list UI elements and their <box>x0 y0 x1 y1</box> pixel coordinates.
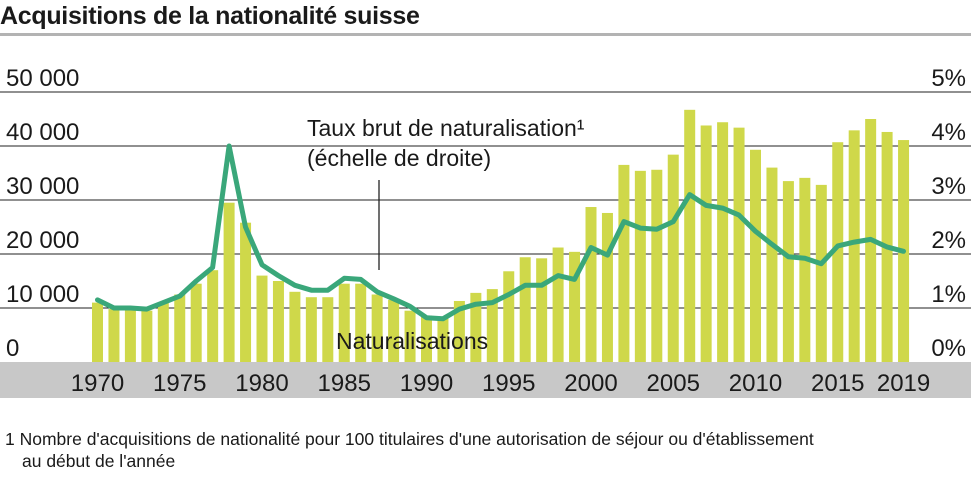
x-axis-band <box>0 362 971 398</box>
y-right-tick-label: 1% <box>931 281 966 308</box>
footnote: 1 Nombre d'acquisitions de nationalité p… <box>5 428 965 472</box>
x-tick-label: 1990 <box>400 370 453 397</box>
bar <box>470 292 482 362</box>
bar <box>240 222 252 362</box>
rate-line <box>95 143 906 322</box>
bar <box>667 154 679 362</box>
bar <box>536 258 548 362</box>
x-tick-label: 1975 <box>153 370 206 397</box>
bar <box>289 291 301 362</box>
bar <box>157 302 169 362</box>
series-label-rate: Taux brut de naturalisation¹ <box>307 115 585 141</box>
bar <box>717 122 729 363</box>
bar <box>766 167 778 362</box>
bar <box>601 212 613 362</box>
x-tick-label: 2005 <box>647 370 700 397</box>
bar <box>272 281 284 362</box>
bar <box>371 294 383 362</box>
bar <box>585 207 597 362</box>
bar <box>256 275 268 362</box>
bar <box>552 247 564 362</box>
bar <box>421 315 432 362</box>
y-left-tick-label: 50 000 <box>6 65 79 92</box>
x-tick-label: 2010 <box>729 370 782 397</box>
bar <box>92 302 103 362</box>
bar <box>174 294 186 362</box>
series-label-bars: Naturalisations <box>336 328 488 354</box>
y-left-tick-label: 40 000 <box>6 119 79 146</box>
bar <box>141 310 153 362</box>
bar <box>355 283 367 362</box>
bar <box>437 316 449 362</box>
series-label-rate-note: (échelle de droite) <box>307 145 491 171</box>
y-right-tick-label: 0% <box>931 335 966 362</box>
bar <box>651 169 663 362</box>
bar <box>124 309 136 362</box>
y-right-tick-label: 4% <box>931 119 966 146</box>
bar <box>569 251 581 362</box>
bar <box>832 142 844 362</box>
bar <box>634 170 646 362</box>
bar <box>190 283 202 362</box>
bar <box>207 270 219 362</box>
y-left-tick-label: 20 000 <box>6 227 79 254</box>
footnote-line-2: au début de l'année <box>22 451 176 471</box>
x-tick-label: 1985 <box>318 370 371 397</box>
title-rule <box>0 33 971 36</box>
y-left-tick-label: 10 000 <box>6 281 79 308</box>
x-tick-label: 1995 <box>482 370 535 397</box>
chart: 0 10 000 20 000 30 000 40 000 50 000 0% 1% 2% 3% 4… <box>0 65 971 398</box>
bar <box>338 283 350 362</box>
bar <box>848 130 860 362</box>
bar <box>815 184 827 362</box>
bar <box>733 127 745 362</box>
y-right-tick-label: 3% <box>931 173 966 200</box>
x-tick-label: 1980 <box>235 370 288 397</box>
bar <box>519 257 531 362</box>
footnote-line-1: 1 Nombre d'acquisitions de nationalité p… <box>5 429 814 449</box>
bar <box>750 149 761 362</box>
bar <box>388 299 400 362</box>
x-tick-label: 2015 <box>811 370 864 397</box>
y-left-tick-label: 30 000 <box>6 173 79 200</box>
bar <box>223 202 235 362</box>
bar <box>305 297 317 362</box>
bar <box>700 125 712 362</box>
bar <box>799 177 811 362</box>
bar <box>404 310 416 362</box>
x-tick-label: 2000 <box>564 370 617 397</box>
page-title: Acquisitions de la nationalité suisse <box>0 2 420 30</box>
bar <box>108 309 120 362</box>
bar <box>618 164 630 362</box>
x-tick-label: 1970 <box>71 370 124 397</box>
y-right-tick-label: 5% <box>931 65 966 92</box>
y-right-tick-label: 2% <box>931 227 966 254</box>
bar <box>684 109 696 362</box>
bar <box>782 181 794 362</box>
bar <box>322 297 334 362</box>
bar <box>503 271 515 362</box>
bar <box>453 300 465 362</box>
x-tick-label: 2019 <box>877 370 930 397</box>
y-left-tick-label: 0 <box>6 335 19 362</box>
bar <box>486 289 498 362</box>
